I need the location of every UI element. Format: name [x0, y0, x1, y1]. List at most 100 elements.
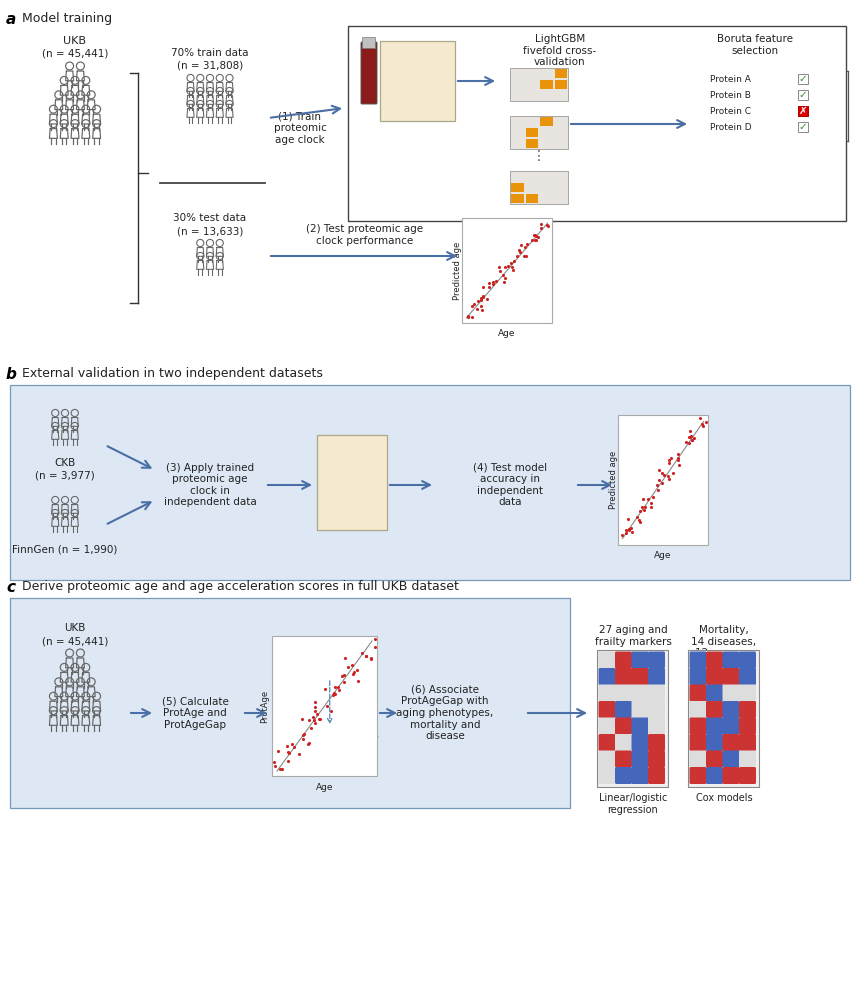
- Point: [475, 302, 489, 318]
- Point: [684, 428, 698, 444]
- Point: [287, 739, 301, 755]
- Text: Boruta feature
selection: Boruta feature selection: [717, 34, 793, 56]
- FancyBboxPatch shape: [798, 90, 808, 100]
- Point: [312, 711, 326, 727]
- Point: [292, 746, 306, 762]
- Point: [296, 731, 310, 747]
- Point: [657, 467, 671, 483]
- Point: [338, 674, 351, 690]
- Point: [616, 527, 630, 543]
- Point: [297, 726, 311, 742]
- Point: [359, 648, 373, 664]
- Bar: [555, 80, 567, 89]
- Text: ProtAgeGap: ProtAgeGap: [277, 648, 323, 657]
- FancyBboxPatch shape: [10, 598, 570, 808]
- Text: Linear/logistic
regression: Linear/logistic regression: [599, 793, 667, 815]
- Point: [310, 706, 324, 722]
- Point: [621, 511, 635, 527]
- Text: 27 aging and
frailty markers: 27 aging and frailty markers: [594, 625, 672, 647]
- FancyBboxPatch shape: [597, 650, 668, 787]
- Text: ⋮: ⋮: [532, 149, 546, 163]
- Point: [477, 279, 490, 295]
- Text: b: b: [6, 367, 17, 382]
- Point: [461, 308, 475, 324]
- Point: [662, 452, 676, 468]
- FancyBboxPatch shape: [599, 750, 616, 768]
- Point: [633, 514, 647, 530]
- FancyBboxPatch shape: [648, 652, 665, 668]
- Point: [472, 293, 485, 309]
- Point: [304, 720, 318, 736]
- FancyBboxPatch shape: [599, 718, 616, 734]
- Point: [318, 681, 332, 697]
- Text: Protein D: Protein D: [710, 122, 752, 131]
- Point: [655, 475, 668, 491]
- FancyBboxPatch shape: [739, 684, 756, 702]
- Text: UKB: UKB: [64, 36, 87, 46]
- FancyBboxPatch shape: [599, 701, 616, 718]
- FancyBboxPatch shape: [706, 668, 723, 685]
- Point: [273, 761, 287, 777]
- Point: [671, 452, 685, 468]
- Point: [507, 262, 521, 278]
- Point: [632, 512, 646, 528]
- Point: [325, 703, 338, 719]
- FancyBboxPatch shape: [798, 122, 808, 132]
- Point: [474, 290, 488, 306]
- FancyBboxPatch shape: [722, 684, 740, 702]
- Point: [350, 673, 364, 689]
- Point: [466, 309, 479, 325]
- FancyBboxPatch shape: [722, 734, 740, 751]
- Bar: [555, 69, 567, 78]
- Text: Mortality,
14 diseases,
12 cancers: Mortality, 14 diseases, 12 cancers: [691, 625, 757, 658]
- Point: [506, 259, 520, 275]
- Point: [630, 509, 643, 525]
- FancyBboxPatch shape: [615, 701, 632, 718]
- Point: [364, 651, 378, 667]
- Text: Protein A: Protein A: [710, 75, 751, 84]
- FancyBboxPatch shape: [615, 668, 632, 685]
- FancyBboxPatch shape: [510, 116, 568, 149]
- Point: [356, 645, 369, 661]
- FancyBboxPatch shape: [615, 767, 632, 784]
- Point: [359, 648, 373, 664]
- Point: [474, 298, 488, 314]
- FancyBboxPatch shape: [348, 26, 846, 221]
- Point: [644, 499, 658, 515]
- Point: [642, 491, 655, 507]
- Text: ✗: ✗: [799, 106, 807, 116]
- Point: [476, 289, 490, 305]
- FancyBboxPatch shape: [631, 767, 649, 784]
- FancyBboxPatch shape: [361, 42, 377, 104]
- Point: [307, 712, 320, 728]
- Point: [267, 754, 281, 770]
- Text: ProtAge: ProtAge: [260, 689, 270, 723]
- Point: [527, 227, 541, 243]
- FancyBboxPatch shape: [706, 718, 723, 734]
- Point: [661, 468, 674, 484]
- Point: [671, 450, 685, 466]
- FancyBboxPatch shape: [648, 734, 665, 751]
- Point: [347, 664, 361, 680]
- Point: [513, 242, 527, 258]
- Point: [295, 711, 309, 727]
- Bar: [511, 194, 523, 203]
- Point: [308, 715, 321, 731]
- Point: [302, 735, 315, 751]
- Point: [510, 248, 524, 264]
- FancyBboxPatch shape: [722, 652, 740, 668]
- FancyBboxPatch shape: [10, 385, 850, 580]
- Text: 70% train data: 70% train data: [171, 48, 249, 58]
- FancyBboxPatch shape: [690, 652, 706, 668]
- Point: [345, 657, 359, 673]
- Text: Age: Age: [316, 783, 333, 792]
- FancyBboxPatch shape: [688, 650, 759, 787]
- FancyBboxPatch shape: [722, 701, 740, 718]
- FancyBboxPatch shape: [317, 435, 387, 530]
- Point: [619, 525, 633, 541]
- Point: [646, 489, 660, 505]
- FancyBboxPatch shape: [739, 718, 756, 734]
- FancyBboxPatch shape: [739, 652, 756, 668]
- Bar: [511, 183, 523, 192]
- FancyBboxPatch shape: [510, 171, 568, 204]
